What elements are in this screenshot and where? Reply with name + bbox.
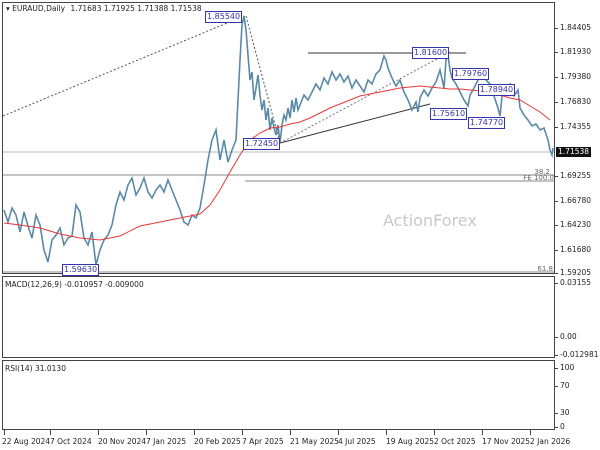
price-tick: 1.69255 (554, 171, 591, 180)
date-tick-mark (338, 430, 339, 435)
fib-61-8-label: 61.8 (537, 265, 553, 273)
rsi-title: RSI(14) 31.0130 (5, 364, 66, 373)
macd-tick: 0.03155 (554, 278, 591, 287)
watermark: ActionForex (383, 211, 477, 230)
date-tick: 19 Aug 2025 (386, 437, 435, 446)
rsi-tick: 100 (554, 363, 574, 372)
date-tick-mark (4, 430, 5, 435)
rsi-tick: 0 (555, 422, 565, 431)
date-tick: 7 Oct 2024 (50, 437, 92, 446)
label-high-1-78940: 1.78940 (478, 84, 516, 96)
macd-tick: -0.012981 (555, 350, 599, 359)
date-tick-mark (290, 430, 291, 435)
label-high-1-81600: 1.81600 (412, 47, 450, 59)
price-tick: 1.61680 (554, 245, 591, 254)
label-high-1-85540: 1.85540 (205, 11, 243, 23)
date-tick: 2 Oct 2025 (434, 437, 476, 446)
date-tick-mark (146, 430, 147, 435)
price-tick: 1.76830 (554, 97, 591, 106)
price-tick: 1.79380 (554, 72, 591, 81)
label-high-1-79760: 1.79760 (452, 68, 490, 80)
price-axis: 1.84405 1.81930 1.79380 1.76830 1.74355 … (554, 2, 600, 277)
macd-axis: 0.03155 0.00 -0.012981 (554, 276, 600, 359)
date-tick: 7 Jan 2025 (146, 437, 187, 446)
macd-pane[interactable] (2, 276, 555, 358)
macd-title: MACD(12,26,9) -0.010957 -0.009000 (5, 280, 144, 289)
date-tick: 17 Nov 2025 (482, 437, 531, 446)
date-tick: 20 Feb 2025 (194, 437, 241, 446)
date-tick-mark (194, 430, 195, 435)
date-tick-mark (434, 430, 435, 435)
price-tick: 1.66780 (554, 196, 591, 205)
date-tick-mark (530, 430, 531, 435)
current-price-marker: 1.71538 (556, 147, 592, 157)
rsi-axis: 100 70 30 0 (554, 360, 600, 431)
date-tick: 20 Nov 2024 (98, 437, 147, 446)
fe-100-label: FE 100.0 (523, 174, 554, 182)
date-tick: 4 Jul 2025 (338, 437, 376, 446)
rsi-pane[interactable] (2, 360, 555, 430)
date-tick-mark (482, 430, 483, 435)
date-tick: 22 Aug 2024 (2, 437, 51, 446)
dropdown-icon[interactable]: ▾ (6, 4, 10, 13)
label-low-1-75610: 1.75610 (430, 108, 468, 120)
date-tick: 21 May 2025 (290, 437, 339, 446)
date-tick: 2 Jan 2026 (530, 437, 571, 446)
price-tick: 1.74355 (554, 122, 591, 131)
date-tick-mark (242, 430, 243, 435)
label-low-1-72450: 1.72450 (243, 138, 281, 150)
price-tick: 1.64230 (554, 220, 591, 229)
price-tick: 1.84405 (554, 23, 591, 32)
date-tick-mark (386, 430, 387, 435)
date-tick-mark (50, 430, 51, 435)
price-title: ▾ EURAUD,Daily 1.71683 1.71925 1.71388 1… (6, 4, 202, 13)
rsi-tick: 70 (555, 381, 570, 390)
date-tick-mark (98, 430, 99, 435)
symbol-label: EURAUD,Daily (12, 4, 66, 13)
macd-tick: 0.00 (555, 332, 577, 341)
ohlc-values: 1.71683 1.71925 1.71388 1.71538 (70, 4, 202, 13)
label-low-1-59630: 1.59630 (62, 264, 100, 276)
price-tick: 1.59205 (554, 268, 591, 277)
label-low-1-74770: 1.74770 (468, 117, 506, 129)
rsi-tick: 30 (555, 408, 570, 417)
price-tick: 1.81930 (554, 47, 591, 56)
date-tick: 7 Apr 2025 (242, 437, 284, 446)
fib-38-2-label: 38.2 (534, 168, 550, 176)
